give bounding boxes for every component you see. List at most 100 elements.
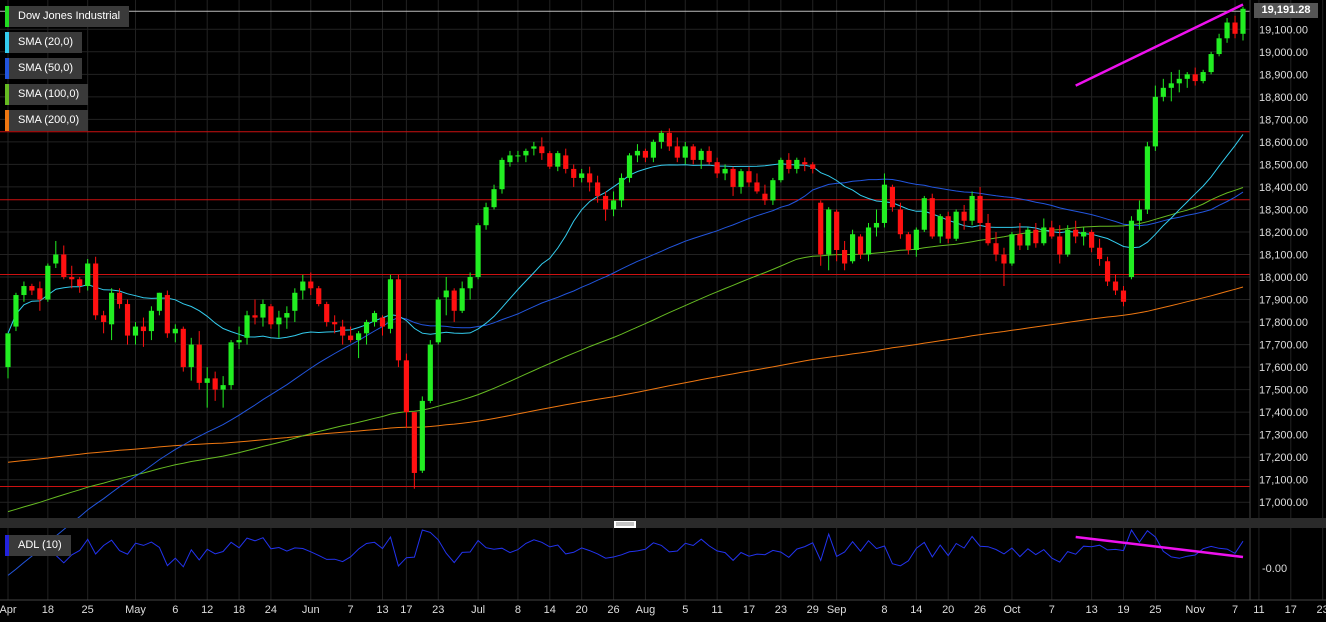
candle-body	[913, 229, 919, 250]
candle-body	[857, 236, 864, 255]
x-tick-label: 29	[807, 604, 819, 616]
x-tick-label: 20	[942, 604, 954, 616]
candle-body	[714, 162, 720, 174]
candle	[363, 319, 370, 345]
x-tick-label: 18	[233, 604, 245, 616]
candle-body	[435, 299, 441, 343]
candle	[371, 310, 378, 327]
candle	[945, 211, 951, 244]
candle	[714, 157, 720, 178]
legend-swatch	[5, 84, 9, 105]
y-tick-label: 18,900.00	[1259, 69, 1308, 81]
candle	[1168, 72, 1174, 102]
candle-body	[332, 322, 338, 325]
legend-item-2[interactable]: SMA (50,0)	[5, 58, 83, 79]
x-tick-label: 26	[607, 604, 619, 616]
candle	[467, 272, 473, 300]
candle	[969, 191, 975, 226]
candle-body	[1152, 96, 1158, 147]
candle	[730, 166, 736, 196]
sma-200-line	[7, 286, 1244, 463]
candle	[1017, 222, 1023, 250]
legend-item-3[interactable]: SMA (100,0)	[5, 84, 89, 105]
candle	[778, 157, 784, 183]
candle-body	[124, 304, 131, 336]
y-tick-label: 17,000.00	[1259, 497, 1308, 509]
x-tick-label: 12	[201, 604, 213, 616]
legend-item-1[interactable]: SMA (20,0)	[5, 32, 83, 53]
candle-body	[1049, 227, 1055, 237]
legend-swatch	[5, 535, 9, 556]
candle-body	[818, 202, 824, 255]
candle	[196, 331, 202, 390]
y-tick-label: 18,300.00	[1259, 204, 1308, 216]
candle-body	[849, 234, 856, 262]
candle-body	[698, 150, 704, 160]
candle	[794, 157, 800, 174]
candle	[475, 222, 481, 280]
legend-item-adl[interactable]: ADL (10)	[5, 535, 71, 556]
y-tick-label: 17,300.00	[1259, 430, 1308, 442]
candle-body	[276, 317, 282, 325]
candle-body	[300, 281, 306, 291]
candle-body	[977, 195, 983, 223]
y-tick-label: 17,100.00	[1259, 475, 1308, 487]
last-price-badge: 19,191.28	[1254, 3, 1318, 18]
candle	[427, 340, 433, 404]
candle-body	[762, 193, 768, 201]
candle-body	[1128, 220, 1135, 278]
candlestick-series	[5, 6, 1246, 489]
x-tick-label: 14	[544, 604, 556, 616]
candle	[292, 288, 298, 323]
indicator-legend: Dow Jones Industrial SMA (20,0) SMA (50,0)…	[5, 6, 130, 136]
candle-body	[1160, 87, 1166, 97]
candle	[547, 150, 553, 169]
y-tick-label: 17,400.00	[1259, 407, 1308, 419]
sma-20-line	[7, 134, 1244, 339]
legend-item-0[interactable]: Dow Jones Industrial	[5, 6, 130, 27]
candle-body	[85, 263, 91, 287]
y-tick-label: 17,200.00	[1259, 452, 1308, 464]
candle-body	[387, 279, 394, 329]
candle	[13, 292, 19, 332]
y-tick-label: 17,600.00	[1259, 362, 1308, 374]
candle-body	[483, 207, 489, 226]
x-tick-label: 24	[265, 604, 277, 616]
candle-body	[403, 360, 409, 413]
candle-body	[1041, 227, 1047, 244]
candle	[284, 306, 290, 329]
candle	[180, 326, 186, 372]
candle	[411, 412, 417, 489]
candle-body	[1192, 74, 1198, 82]
candle	[1224, 18, 1230, 43]
candle-body	[204, 378, 210, 383]
candle-body	[292, 292, 298, 311]
candle-body	[419, 400, 425, 471]
candle-body	[491, 189, 497, 208]
candle	[961, 204, 967, 230]
x-tick-label: 7	[348, 604, 354, 616]
candle	[738, 168, 744, 194]
x-tick-label: 5	[682, 604, 688, 616]
panel-splitter-handle[interactable]	[614, 521, 636, 528]
x-tick-label: 25	[82, 604, 94, 616]
candle	[332, 315, 338, 334]
adl-legend: ADL (10)	[5, 535, 71, 561]
candle-body	[602, 195, 609, 210]
candle	[746, 166, 752, 187]
candle-body	[953, 211, 959, 239]
candle	[1009, 231, 1015, 266]
candle-body	[1184, 74, 1190, 79]
sma-20-path	[7, 134, 1244, 339]
candle	[37, 281, 43, 311]
candle	[706, 146, 712, 165]
candle	[1033, 222, 1039, 248]
candle-body	[244, 315, 250, 338]
legend-item-4[interactable]: SMA (200,0)	[5, 110, 89, 131]
candle	[148, 306, 155, 341]
candle	[1081, 227, 1087, 246]
candle	[1112, 274, 1119, 296]
candle	[770, 177, 776, 205]
candle	[355, 331, 362, 359]
